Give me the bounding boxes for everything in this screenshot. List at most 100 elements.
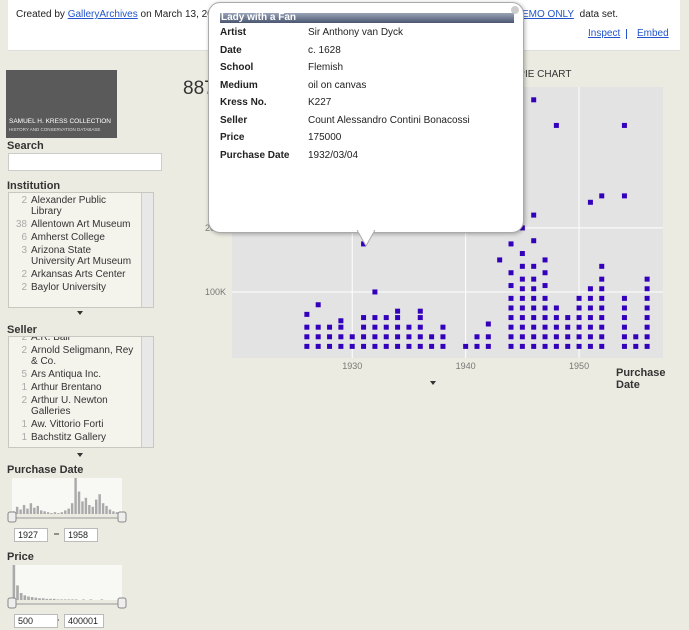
data-point[interactable] [440,324,446,330]
data-point[interactable] [621,193,627,199]
author-link[interactable]: GalleryArchives [67,9,138,20]
data-point[interactable] [508,295,514,301]
data-point[interactable] [644,286,650,292]
date-min[interactable]: 1927 [14,528,48,542]
search-input[interactable] [8,153,162,171]
data-point[interactable] [531,286,537,292]
data-point[interactable] [417,315,423,321]
data-point[interactable] [542,257,548,263]
data-point[interactable] [395,308,401,314]
data-point[interactable] [621,315,627,321]
data-point[interactable] [576,343,582,349]
data-point[interactable] [406,334,412,340]
data-point[interactable] [587,343,593,349]
data-point[interactable] [542,305,548,311]
data-point[interactable] [587,295,593,301]
data-point[interactable] [531,315,537,321]
data-point[interactable] [349,334,355,340]
data-point[interactable] [542,334,548,340]
data-point[interactable] [315,343,321,349]
data-point[interactable] [553,315,559,321]
data-point[interactable] [338,324,344,330]
data-point[interactable] [531,343,537,349]
data-point[interactable] [508,315,514,321]
data-point[interactable] [440,334,446,340]
data-point[interactable] [315,302,321,308]
data-point[interactable] [429,343,435,349]
data-point[interactable] [531,97,537,103]
data-point[interactable] [395,324,401,330]
data-point[interactable] [395,343,401,349]
data-point[interactable] [485,343,491,349]
data-point[interactable] [599,334,605,340]
data-point[interactable] [383,334,389,340]
date-max[interactable]: 1958 [64,528,98,542]
data-point[interactable] [599,305,605,311]
data-point[interactable] [361,315,367,321]
data-point[interactable] [519,343,525,349]
data-point[interactable] [485,334,491,340]
data-point[interactable] [576,324,582,330]
data-point[interactable] [553,343,559,349]
data-point[interactable] [644,315,650,321]
data-point[interactable] [519,286,525,292]
data-point[interactable] [519,263,525,269]
data-point[interactable] [542,324,548,330]
slider-handle[interactable] [117,511,127,523]
data-point[interactable] [519,334,525,340]
data-point[interactable] [474,343,480,349]
data-point[interactable] [440,343,446,349]
data-point[interactable] [644,324,650,330]
data-point[interactable] [508,305,514,311]
data-point[interactable] [621,334,627,340]
data-point[interactable] [519,324,525,330]
data-point[interactable] [553,305,559,311]
scrollbar[interactable] [141,193,153,307]
data-point[interactable] [531,276,537,282]
data-point[interactable] [599,263,605,269]
data-point[interactable] [519,251,525,257]
data-point[interactable] [474,334,480,340]
data-point[interactable] [531,324,537,330]
data-point[interactable] [542,343,548,349]
data-point[interactable] [429,334,435,340]
data-point[interactable] [644,295,650,301]
data-point[interactable] [417,343,423,349]
data-point[interactable] [417,324,423,330]
data-point[interactable] [621,324,627,330]
data-point[interactable] [508,334,514,340]
data-point[interactable] [395,334,401,340]
data-point[interactable] [565,343,571,349]
data-point[interactable] [599,193,605,199]
data-point[interactable] [599,276,605,282]
data-point[interactable] [644,305,650,311]
data-point[interactable] [553,324,559,330]
data-point[interactable] [553,334,559,340]
data-point[interactable] [644,334,650,340]
data-point[interactable] [508,343,514,349]
data-point[interactable] [519,315,525,321]
data-point[interactable] [338,318,344,324]
data-point[interactable] [565,334,571,340]
data-point[interactable] [383,343,389,349]
data-point[interactable] [621,295,627,301]
data-point[interactable] [304,334,310,340]
data-point[interactable] [531,263,537,269]
data-point[interactable] [349,343,355,349]
data-point[interactable] [361,334,367,340]
data-point[interactable] [587,334,593,340]
data-point[interactable] [565,324,571,330]
data-point[interactable] [327,324,333,330]
data-point[interactable] [576,295,582,301]
data-point[interactable] [361,324,367,330]
data-point[interactable] [633,343,639,349]
data-point[interactable] [644,276,650,282]
data-point[interactable] [338,343,344,349]
data-point[interactable] [542,315,548,321]
data-point[interactable] [531,334,537,340]
data-point[interactable] [519,225,525,231]
data-point[interactable] [644,343,650,349]
data-point[interactable] [383,324,389,330]
data-point[interactable] [304,343,310,349]
data-point[interactable] [372,324,378,330]
